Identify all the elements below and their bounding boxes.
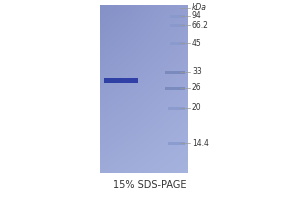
Bar (170, 42, 185, 45)
Bar (170, 23, 185, 26)
Text: 33: 33 (192, 68, 202, 76)
Text: kDa: kDa (192, 3, 207, 12)
Text: 66.2: 66.2 (192, 21, 209, 29)
Bar (168, 106, 185, 110)
Text: 20: 20 (192, 104, 202, 112)
Text: 94: 94 (192, 11, 202, 21)
Bar (165, 86, 185, 90)
Text: 14.4: 14.4 (192, 138, 209, 148)
Bar (170, 15, 185, 18)
Text: 15% SDS-PAGE: 15% SDS-PAGE (113, 180, 187, 190)
Bar (104, 77, 138, 82)
Text: 45: 45 (192, 38, 202, 47)
Bar (168, 142, 185, 144)
Text: 26: 26 (192, 84, 202, 92)
Bar (165, 71, 185, 73)
